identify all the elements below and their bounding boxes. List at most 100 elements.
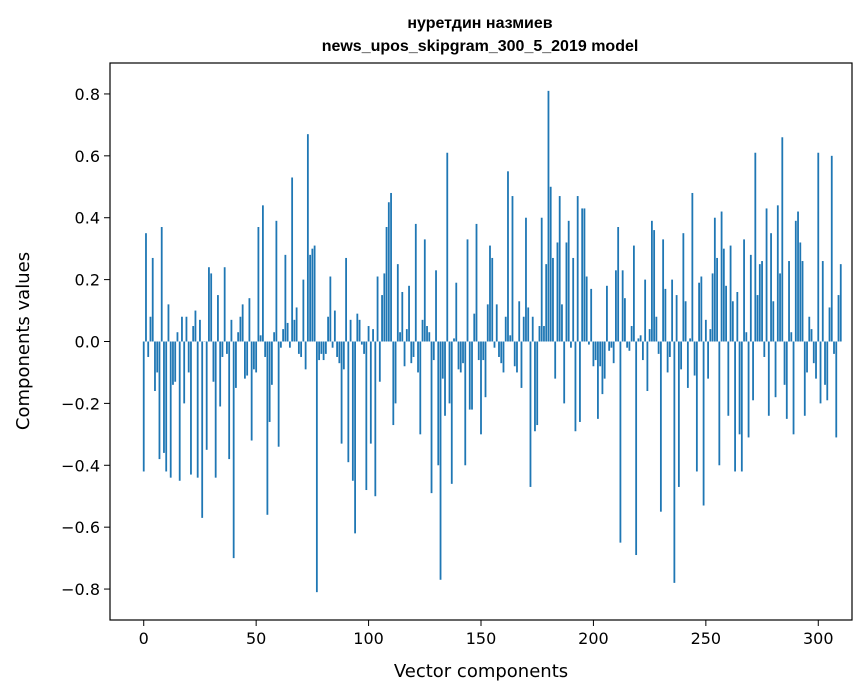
bar-298 (812, 341, 815, 364)
bar-44 (241, 304, 244, 342)
y-tick-label: 0.8 (75, 85, 100, 104)
bar-207 (608, 341, 611, 351)
bar-277 (765, 208, 768, 342)
bar-1 (145, 233, 147, 342)
bar-67 (293, 319, 296, 342)
x-tick-label: 50 (246, 629, 266, 648)
bar-225 (648, 329, 651, 342)
bar-269 (747, 341, 750, 438)
y-axis-label: Components values (13, 252, 34, 430)
y-tick-label: −0.6 (61, 518, 100, 537)
bar-243 (689, 338, 692, 342)
bar-306 (830, 155, 833, 342)
bar-63 (284, 254, 287, 342)
bar-180 (547, 90, 550, 342)
bar-154 (489, 245, 491, 342)
bar-0 (142, 341, 145, 472)
bar-125 (423, 239, 426, 342)
bar-128 (430, 341, 433, 494)
bar-5 (154, 341, 156, 392)
bar-114 (399, 332, 401, 342)
bar-65 (288, 341, 291, 348)
bar-50 (255, 341, 258, 373)
bar-185 (558, 196, 561, 342)
bar-233 (666, 341, 669, 373)
bar-22 (192, 326, 195, 342)
y-tick-label: −0.2 (61, 394, 100, 413)
bar-99 (365, 341, 368, 491)
bar-9 (163, 341, 165, 453)
bar-36 (223, 267, 226, 342)
bar-45 (244, 341, 246, 379)
bar-17 (181, 316, 183, 342)
bar-66 (291, 177, 294, 342)
bar-98 (363, 341, 365, 354)
bar-26 (201, 341, 204, 518)
bar-96 (358, 319, 361, 342)
x-tick-label: 0 (139, 629, 149, 648)
bar-275 (761, 261, 763, 342)
bar-273 (756, 295, 759, 342)
bar-146 (471, 341, 473, 410)
bar-7 (158, 341, 161, 460)
bar-29 (208, 267, 210, 342)
bar-153 (486, 304, 489, 342)
bar-21 (190, 341, 192, 475)
bar-220 (637, 338, 640, 342)
x-tick-label: 300 (803, 629, 834, 648)
bar-236 (673, 341, 676, 583)
bar-247 (698, 282, 700, 342)
x-tick-label: 150 (466, 629, 497, 648)
bar-12 (169, 341, 172, 478)
bar-30 (210, 273, 213, 342)
bar-124 (421, 319, 424, 342)
bar-307 (833, 341, 835, 354)
bar-262 (731, 301, 734, 342)
bar-231 (662, 239, 665, 342)
bar-73 (306, 134, 309, 342)
bar-18 (183, 341, 186, 404)
bar-121 (414, 223, 417, 342)
bar-196 (583, 208, 586, 342)
bar-276 (763, 341, 766, 357)
bar-47 (248, 298, 251, 342)
bar-37 (226, 341, 228, 354)
bar-53 (262, 205, 264, 342)
bar-309 (837, 295, 840, 342)
bar-170 (525, 217, 527, 342)
bar-68 (295, 307, 298, 342)
bar-271 (752, 341, 754, 401)
bar-3 (149, 316, 152, 342)
bars-group (142, 90, 842, 593)
bar-69 (297, 341, 300, 354)
bar-4 (151, 257, 154, 342)
bar-48 (250, 341, 253, 441)
bar-232 (664, 288, 667, 342)
bar-260 (727, 341, 730, 416)
bar-296 (808, 316, 811, 342)
bar-160 (502, 341, 505, 373)
bar-219 (635, 341, 638, 556)
bar-266 (740, 341, 743, 472)
bar-242 (686, 341, 689, 388)
bar-189 (567, 220, 570, 342)
bar-93 (351, 341, 354, 481)
bar-194 (579, 341, 581, 422)
bar-110 (390, 192, 392, 342)
bar-216 (628, 341, 631, 351)
bar-118 (408, 285, 410, 342)
bar-123 (419, 341, 422, 435)
bar-195 (581, 208, 584, 342)
bar-184 (556, 242, 559, 342)
y-tick-label: 0.0 (75, 333, 100, 352)
chart-title-line2: news_upos_skipgram_300_5_2019 model (322, 38, 639, 55)
bar-261 (729, 245, 732, 342)
bar-31 (212, 341, 215, 382)
bar-138 (453, 338, 455, 342)
bar-192 (574, 341, 577, 432)
bar-40 (232, 341, 235, 559)
bar-24 (196, 341, 199, 478)
bar-62 (282, 329, 285, 342)
bar-270 (749, 254, 752, 342)
